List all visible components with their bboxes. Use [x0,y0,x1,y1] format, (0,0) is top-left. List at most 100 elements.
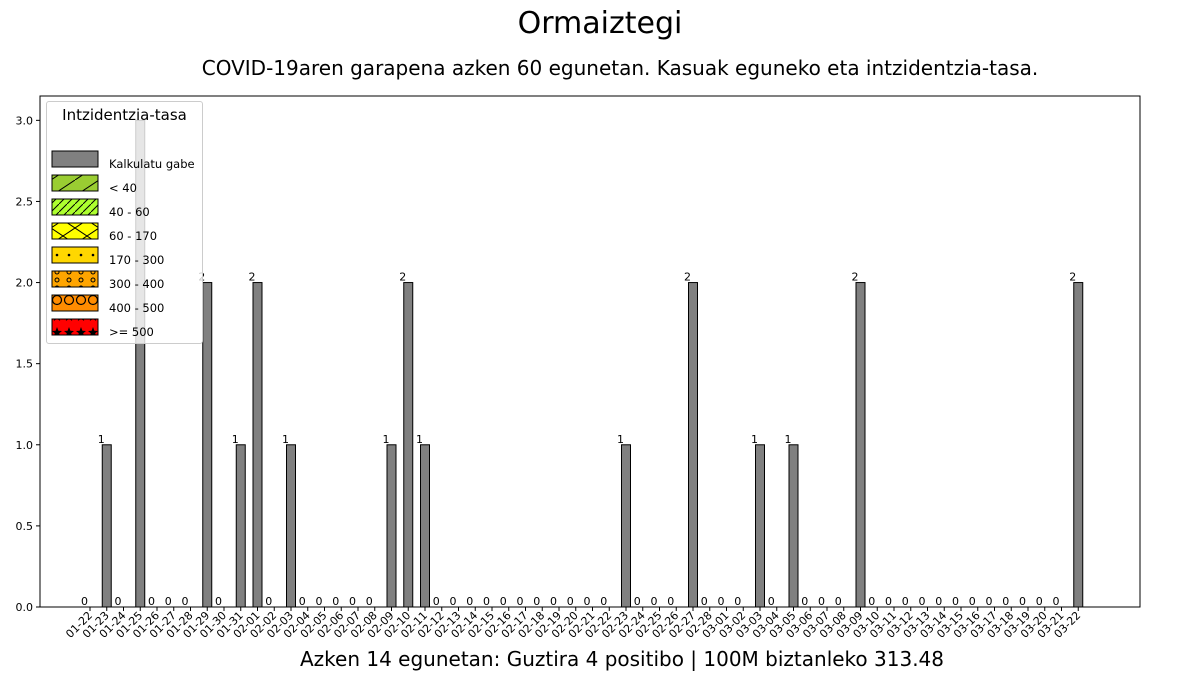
data-label-02-27: 2 [684,271,691,284]
bar-01-23 [101,444,112,608]
data-label-03-13: 0 [919,595,926,608]
chart-title: Ormaiztegi [517,6,683,41]
data-label-02-01: 2 [249,271,256,284]
legend-swatch-1 [51,174,99,192]
legend-label-1: < 40 [109,181,137,195]
legend-swatch-7 [51,318,99,336]
data-label-01-23: 1 [98,433,105,446]
bar-03-05 [788,444,799,608]
data-label-02-20: 0 [567,595,574,608]
data-label-03-20: 0 [1036,595,1043,608]
y-tick-label-2.0: 2.0 [16,277,34,290]
data-label-02-10: 2 [399,271,406,284]
bar-02-01 [252,282,263,608]
legend-label-2: 40 - 60 [109,205,150,219]
chart-subtitle: COVID-19aren garapena azken 60 egunetan.… [201,56,1039,80]
data-label-03-10: 0 [868,595,875,608]
data-label-02-19: 0 [550,595,557,608]
plot-frame [39,95,1141,608]
data-label-03-01: 0 [718,595,725,608]
data-label-03-08: 0 [835,595,842,608]
data-label-03-14: 0 [935,595,942,608]
data-label-02-15: 0 [483,595,490,608]
data-label-03-12: 0 [902,595,909,608]
data-label-01-26: 0 [148,595,155,608]
data-label-02-06: 0 [332,595,339,608]
data-label-02-22: 0 [600,595,607,608]
legend-swatch-4 [51,246,99,264]
legend-label-7: >= 500 [109,325,154,339]
y-tick-label-1.5: 1.5 [16,358,34,371]
data-label-03-18: 0 [1002,595,1009,608]
data-label-02-25: 0 [651,595,658,608]
bar-01-29 [202,282,213,608]
data-label-02-02: 0 [265,595,272,608]
data-label-03-07: 0 [818,595,825,608]
data-label-01-31: 1 [232,433,239,446]
data-label-02-09: 1 [383,433,390,446]
bar-03-09 [855,282,866,608]
legend-label-6: 400 - 500 [109,301,165,315]
data-label-01-24: 0 [115,595,122,608]
data-label-03-03: 1 [751,433,758,446]
data-label-02-28: 0 [701,595,708,608]
data-label-02-04: 0 [299,595,306,608]
bar-02-11 [420,444,430,608]
data-label-02-23: 1 [617,433,624,446]
data-label-02-26: 0 [667,595,674,608]
data-label-03-16: 0 [969,595,976,608]
y-tick-label-1.0: 1.0 [16,439,34,452]
data-label-02-03: 1 [282,433,289,446]
y-tick-label-2.5: 2.5 [16,195,34,208]
data-label-02-13: 0 [450,595,457,608]
data-label-02-07: 0 [349,595,356,608]
data-label-03-09: 2 [852,271,859,284]
data-label-02-24: 0 [634,595,641,608]
data-label-03-15: 0 [952,595,959,608]
legend-swatch-2 [51,198,99,216]
data-label-02-08: 0 [366,595,373,608]
data-label-02-21: 0 [584,595,591,608]
bar-02-09 [386,444,397,608]
y-tick-label-3.0: 3.0 [16,114,34,127]
legend-label-3: 60 - 170 [109,229,158,243]
legend-label-0: Kalkulatu gabe [109,157,195,171]
data-label-01-28: 0 [182,595,189,608]
legend-swatch-3 [51,222,99,240]
data-label-03-02: 0 [734,595,741,608]
data-label-01-30: 0 [215,595,222,608]
bar-02-10 [403,282,414,608]
legend-swatches [51,150,99,336]
bar-02-27 [688,282,698,608]
data-label-02-12: 0 [433,595,440,608]
legend-label-5: 300 - 400 [109,277,165,291]
data-label-02-11: 1 [416,433,423,446]
data-label-01-22: 0 [81,595,88,608]
bar-02-23 [621,444,631,608]
data-label-03-17: 0 [986,595,993,608]
data-label-02-14: 0 [466,595,473,608]
data-label-03-06: 0 [801,595,808,608]
legend-label-4: 170 - 300 [109,253,165,267]
data-label-03-19: 0 [1019,595,1026,608]
data-label-02-16: 0 [500,595,507,608]
bar-01-31 [235,444,246,608]
data-label-01-27: 0 [165,595,172,608]
legend: Intzidentzia-tasa Kalkulatu gabe < 40 40 -… [46,101,203,344]
data-label-03-21: 0 [1053,595,1060,608]
y-tick-label-0.0: 0.0 [16,601,34,614]
data-label-02-17: 0 [517,595,524,608]
bar-02-03 [286,444,296,608]
legend-swatch-5 [51,270,99,288]
bar-03-03 [755,444,765,608]
data-label-03-11: 0 [885,595,892,608]
bar-03-22 [1073,282,1084,608]
legend-swatch-0 [51,150,99,168]
data-label-02-05: 0 [316,595,323,608]
data-label-02-18: 0 [533,595,540,608]
data-label-03-04: 0 [768,595,775,608]
legend-title: Intzidentzia-tasa [62,106,187,124]
y-tick-label-0.5: 0.5 [16,520,34,533]
data-label-03-22: 2 [1069,271,1076,284]
